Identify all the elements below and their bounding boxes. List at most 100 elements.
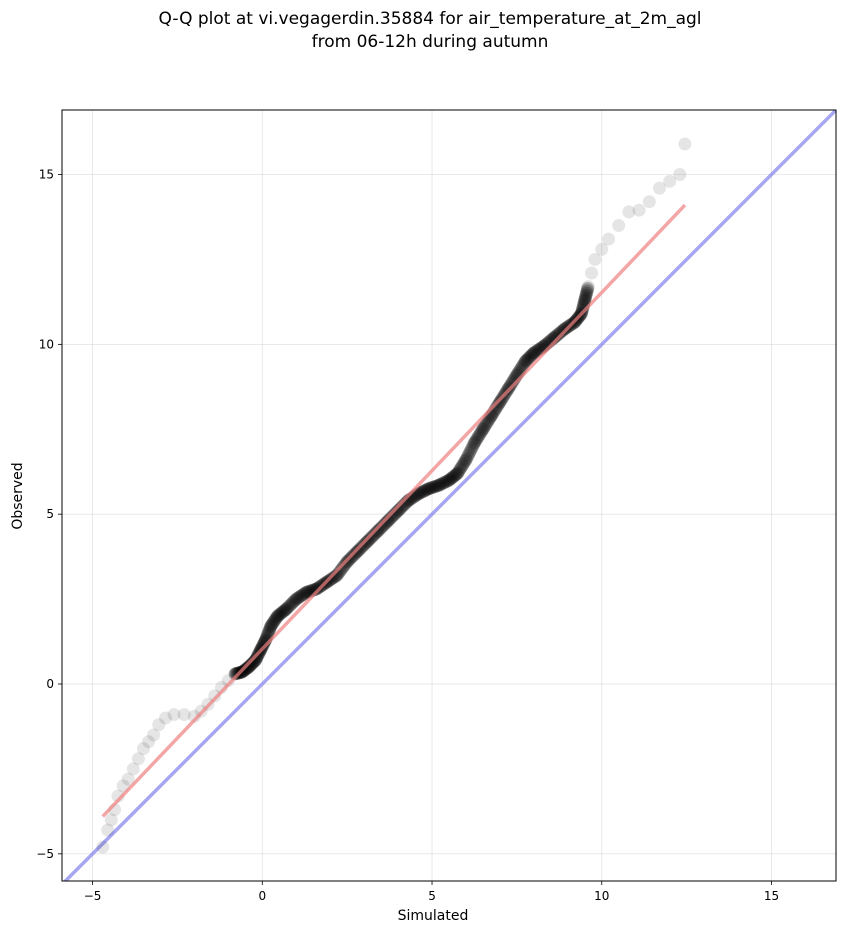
data-point (282, 600, 296, 614)
grid-lines (62, 110, 836, 881)
data-point (278, 603, 292, 617)
data-point (436, 476, 450, 490)
data-point (378, 517, 392, 531)
data-point (296, 588, 310, 602)
data-point (298, 586, 312, 600)
data-point (420, 482, 434, 496)
data-point (208, 689, 222, 703)
data-point (294, 589, 308, 603)
data-point (464, 442, 478, 456)
data-point (279, 602, 293, 616)
data-point (505, 376, 519, 390)
data-point (377, 518, 391, 532)
data-point (477, 421, 491, 435)
data-point (375, 520, 389, 534)
data-point (466, 438, 480, 452)
data-point (429, 479, 443, 493)
data-point (239, 662, 253, 676)
data-point (581, 281, 595, 295)
data-point (422, 482, 436, 496)
data-point (552, 326, 566, 340)
data-point (268, 613, 282, 627)
data-point (383, 511, 397, 525)
x-tick-label: 10 (594, 889, 609, 903)
data-point (229, 667, 243, 681)
data-point (432, 478, 446, 492)
data-point (368, 527, 382, 541)
data-point (142, 735, 156, 749)
data-point (284, 597, 298, 611)
data-point (443, 472, 457, 486)
data-point (417, 484, 431, 498)
data-point (642, 195, 656, 209)
x-tick-label: 5 (428, 889, 436, 903)
data-point (504, 378, 518, 392)
data-point (101, 823, 115, 837)
data-point (126, 762, 140, 776)
data-point (419, 483, 433, 497)
data-point (525, 348, 539, 362)
data-point (333, 565, 347, 579)
data-point (581, 280, 595, 294)
data-point (371, 524, 385, 538)
data-point (240, 661, 254, 675)
data-point (459, 453, 473, 467)
data-point (456, 458, 470, 472)
data-point (413, 486, 427, 500)
data-point (336, 560, 350, 574)
data-point (242, 660, 256, 674)
data-point (516, 358, 530, 372)
y-tick-label: −5 (36, 847, 54, 861)
data-point (364, 531, 378, 545)
data-point (292, 590, 306, 604)
data-point (515, 359, 529, 373)
data-point (551, 327, 565, 341)
data-point (472, 429, 486, 443)
data-point (265, 617, 279, 631)
data-point (493, 395, 507, 409)
data-point (578, 292, 592, 306)
data-point (238, 663, 252, 677)
data-point (444, 472, 458, 486)
data-point (576, 302, 590, 316)
data-point (439, 474, 453, 488)
data-point (467, 436, 481, 450)
chart-title-line-2: from 06-12h during autumn (312, 32, 549, 52)
data-point (363, 532, 377, 546)
data-point (382, 513, 396, 527)
data-point (556, 323, 570, 337)
data-point (335, 562, 349, 576)
data-point (437, 476, 451, 490)
data-point (588, 252, 602, 266)
y-tick-label: 15 (39, 168, 54, 182)
data-point (263, 623, 277, 637)
data-point (381, 514, 395, 528)
data-point (480, 415, 494, 429)
data-point (524, 349, 538, 363)
data-point (602, 232, 616, 246)
data-point (457, 456, 471, 470)
identity-line (62, 110, 836, 881)
data-point (492, 397, 506, 411)
data-point (526, 347, 540, 361)
y-axis-label: Observed (10, 462, 26, 529)
chart-title-line-1: Q-Q plot at vi.vegagerdin.35884 for air_… (158, 9, 701, 29)
data-point (441, 474, 455, 488)
data-point (479, 417, 493, 431)
data-point (247, 655, 261, 669)
data-point (453, 463, 467, 477)
data-point (249, 652, 263, 666)
data-point (663, 174, 677, 188)
x-axis-ticks: −5 0 5 10 15 (84, 881, 779, 903)
data-point (291, 591, 305, 605)
data-points (96, 137, 692, 854)
data-point (580, 283, 594, 297)
data-point (357, 538, 371, 552)
data-point (478, 419, 492, 433)
data-point (301, 585, 315, 599)
data-point (367, 528, 381, 542)
data-point (325, 572, 339, 586)
data-point (136, 742, 150, 756)
data-point (96, 840, 110, 854)
